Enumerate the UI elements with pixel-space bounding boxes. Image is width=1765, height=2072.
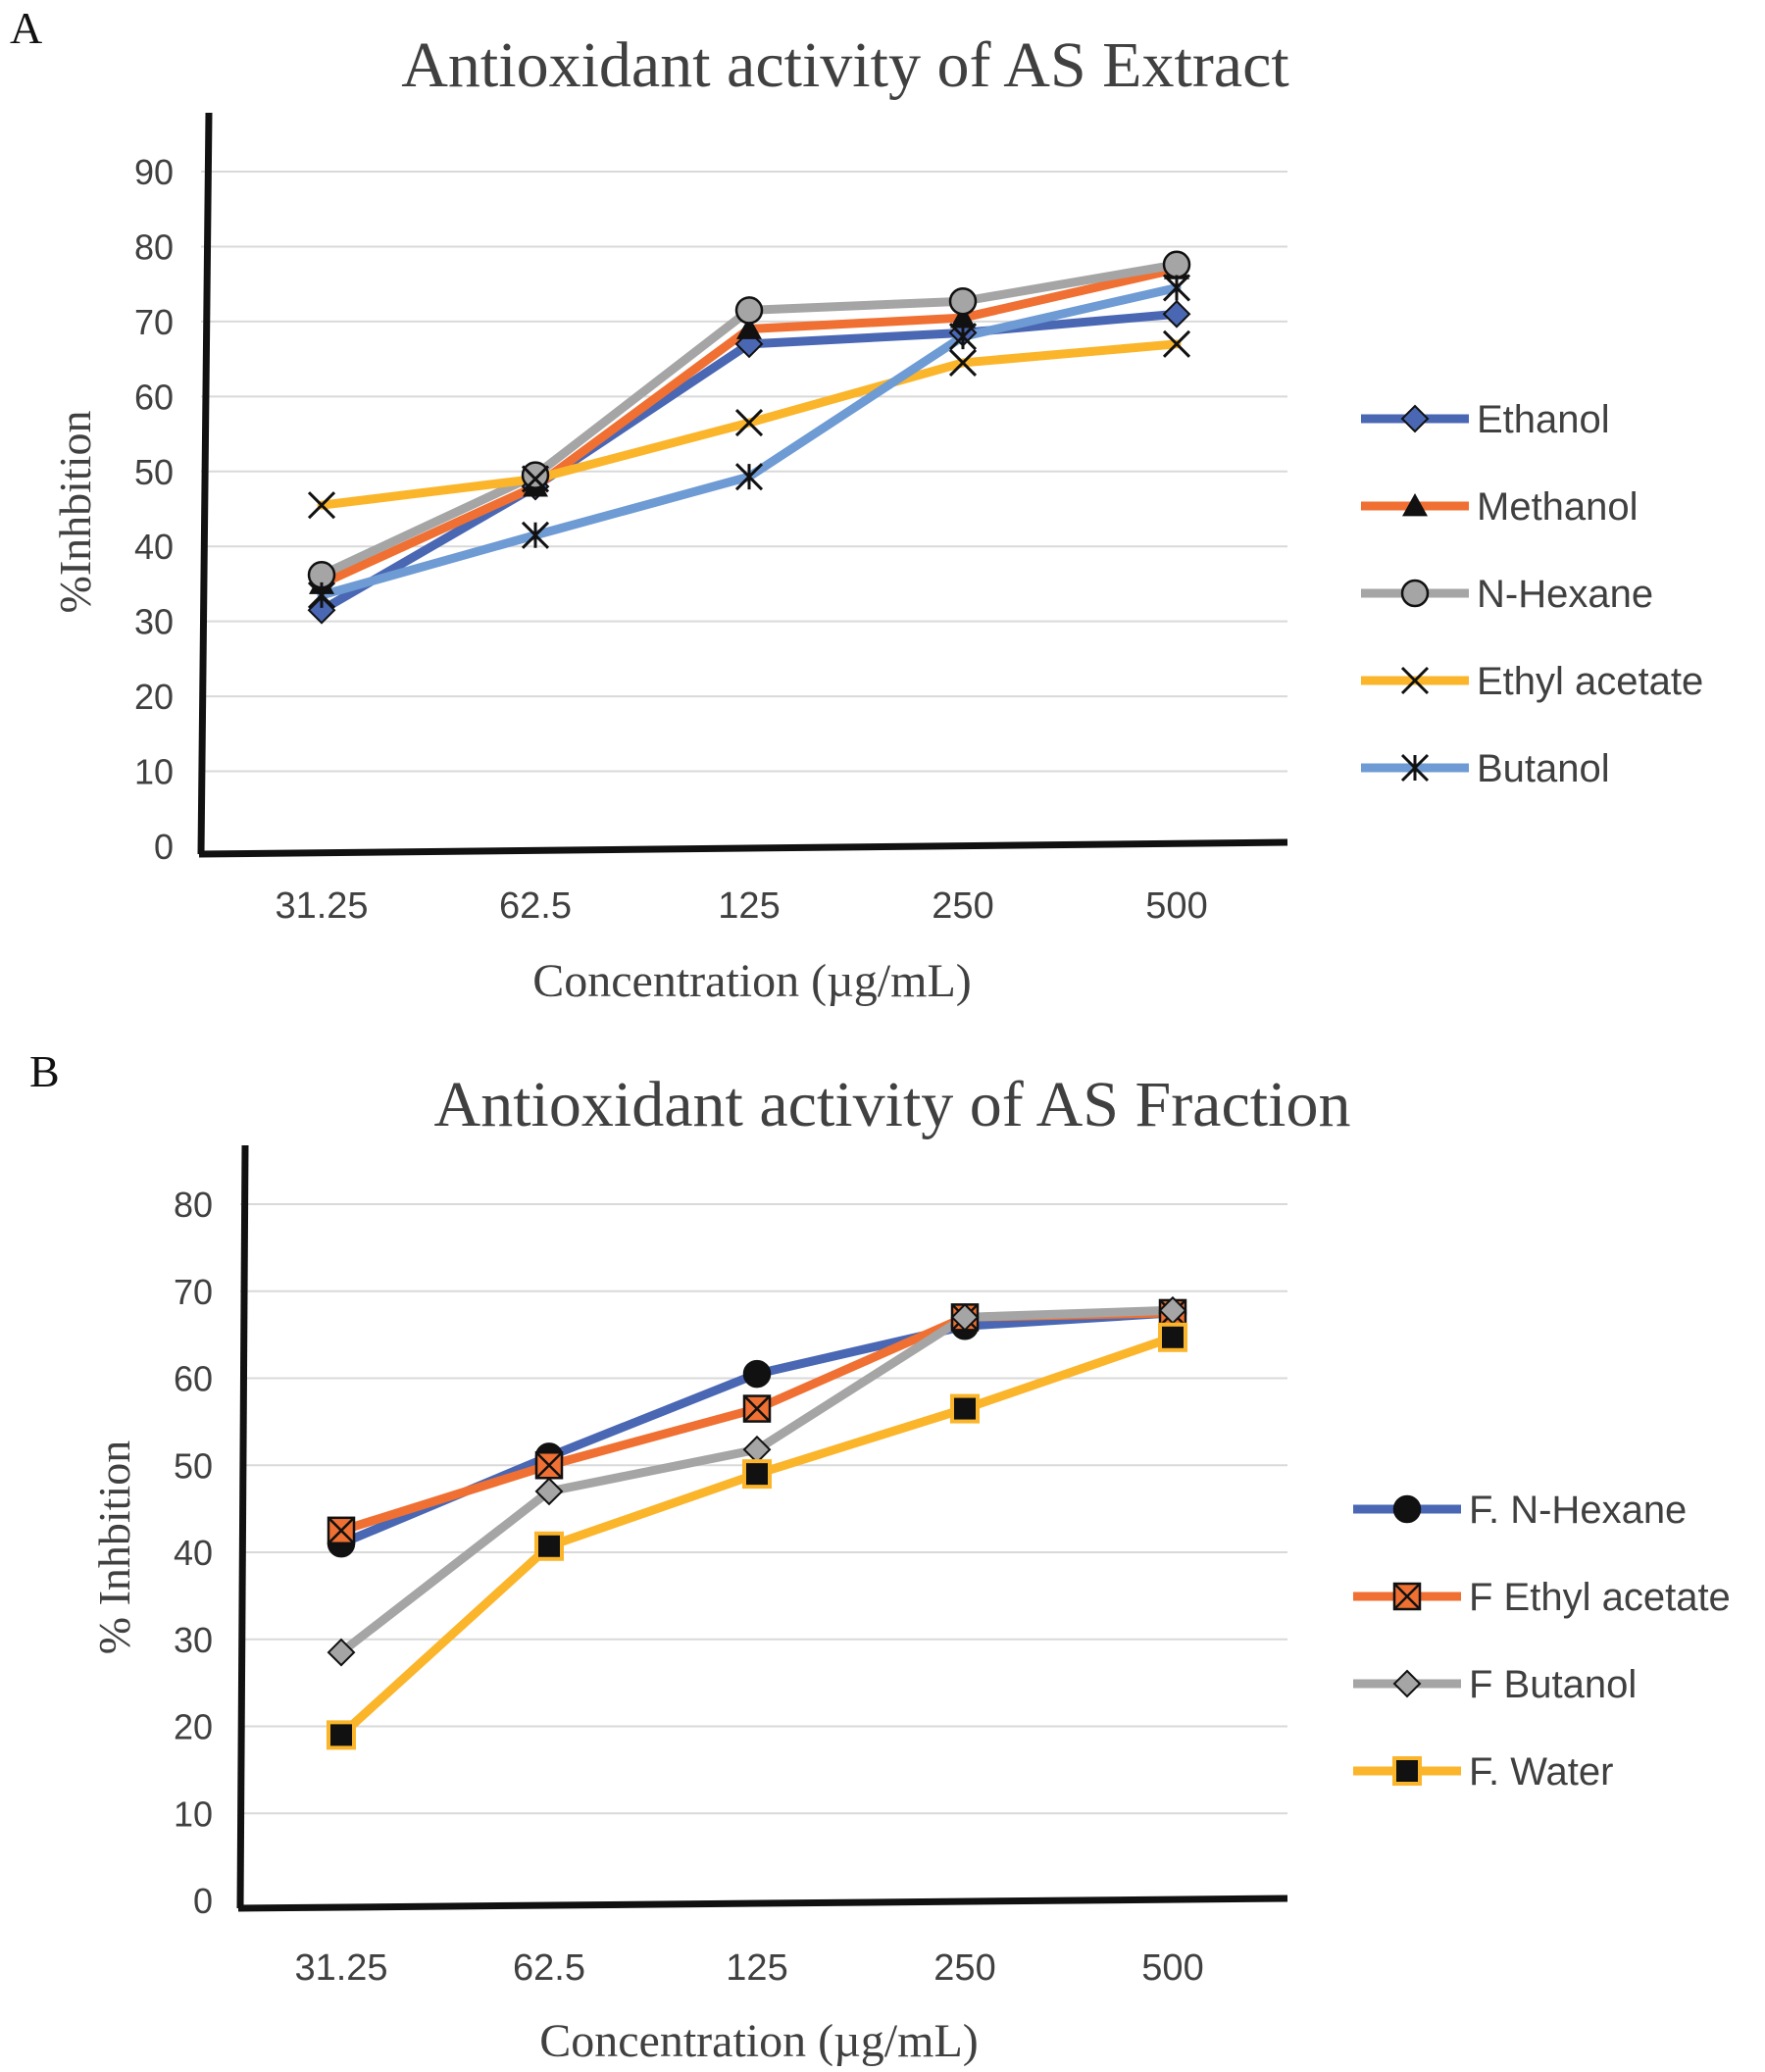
x-tick-label: 500: [1145, 885, 1207, 927]
x-tick-label: 250: [933, 1947, 995, 1989]
legend-marker-f-n-hexane: [1392, 1494, 1422, 1524]
y-axis: [236, 1144, 249, 1909]
data-point-n-hexane: [734, 296, 764, 325]
y-tick-label: 60: [134, 377, 174, 417]
y-tick-label: 30: [134, 602, 174, 642]
legend-label-n-hexane: N-Hexane: [1477, 573, 1653, 616]
data-point-ethyl-acetate: [521, 465, 550, 493]
data-point-ethanol: [307, 595, 336, 625]
y-tick-label: 10: [134, 752, 174, 792]
data-point-butanol: [521, 521, 550, 549]
data-point-ethyl-acetate: [948, 348, 978, 377]
y-tick-label: 40: [134, 527, 174, 567]
legend-label-f-butanol: F Butanol: [1469, 1663, 1637, 1706]
y-tick-label: 10: [174, 1794, 213, 1834]
legend-label-ethyl-acetate: Ethyl acetate: [1477, 660, 1703, 703]
y-tick-label: 0: [193, 1881, 213, 1921]
data-point-f-n-hexane: [742, 1359, 772, 1389]
data-point-f-ethyl-acetate: [327, 1516, 356, 1545]
y-tick-label: 40: [174, 1533, 213, 1573]
y-tick-label: 60: [174, 1359, 213, 1399]
y-tick-label: 50: [134, 452, 174, 492]
chart-a-ylabel: %Inhbition: [50, 411, 100, 614]
y-tick-label: 80: [174, 1185, 213, 1225]
x-tick-label: 125: [726, 1947, 787, 1989]
data-point-f-ethyl-acetate: [534, 1451, 564, 1480]
y-tick-label: 30: [174, 1620, 213, 1660]
data-point-f-water: [534, 1531, 564, 1561]
data-point-ethanol: [1162, 299, 1191, 328]
legend-label-f-water: F. Water: [1469, 1750, 1613, 1794]
data-point-ethyl-acetate: [307, 491, 336, 520]
legend-marker-ethanol: [1400, 404, 1430, 433]
y-tick-label: 20: [174, 1707, 213, 1747]
chart-a-xlabel: Concentration (µg/mL): [532, 955, 972, 1007]
data-point-butanol: [734, 463, 764, 491]
data-point-n-hexane: [948, 286, 978, 316]
y-axis: [197, 112, 213, 855]
chart-a-plot: 0 10 20 30 40 50 60 70 80 90 31.25 62.5 125 250 500 Eth…: [134, 112, 1703, 927]
x-axis: [237, 1895, 1288, 1912]
data-point-butanol: [307, 581, 336, 609]
legend-label-butanol: Butanol: [1477, 747, 1610, 790]
data-point-ethyl-acetate: [1162, 329, 1191, 358]
data-point-f-butanol: [534, 1477, 564, 1506]
y-tick-label: 20: [134, 677, 174, 717]
x-tick-label: 125: [718, 885, 780, 927]
data-point-f-ethyl-acetate: [742, 1394, 772, 1423]
legend-label-f-n-hexane: F. N-Hexane: [1469, 1489, 1687, 1532]
y-tick-label: 70: [134, 302, 174, 342]
data-point-methanol: [736, 316, 762, 339]
series-line-f-n-hexane: [336, 1308, 1178, 1548]
chart-a-title: Antioxidant activity of AS Extract: [401, 29, 1289, 101]
data-point-f-water: [742, 1459, 772, 1490]
data-point-n-hexane: [1162, 250, 1191, 279]
chart-b-title: Antioxidant activity of AS Fraction: [434, 1069, 1351, 1140]
legend-marker-n-hexane: [1400, 579, 1430, 608]
legend-label-f-ethyl-acetate: F Ethyl acetate: [1469, 1576, 1731, 1619]
data-point-f-butanol: [950, 1302, 980, 1332]
data-point-f-water: [1158, 1322, 1187, 1352]
x-tick-label: 62.5: [499, 885, 572, 927]
data-point-f-water: [950, 1393, 980, 1424]
legend-label-ethanol: Ethanol: [1477, 398, 1610, 441]
data-point-ethyl-acetate: [734, 409, 764, 437]
x-tick-label: 31.25: [275, 885, 368, 927]
legend-label-methanol: Methanol: [1477, 485, 1639, 529]
data-point-f-butanol: [327, 1638, 356, 1667]
legend-marker-methanol: [1402, 493, 1428, 517]
chart-b-ylabel: % Inhbition: [89, 1440, 139, 1654]
x-tick-label: 500: [1141, 1947, 1203, 1989]
legend-marker-f-ethyl-acetate: [1392, 1582, 1422, 1611]
panel-b-label: B: [29, 1046, 60, 1096]
x-tick-label: 31.25: [294, 1947, 387, 1989]
chart-b-plot: 0 10 20 30 40 50 60 70 80 31.25 62.5 125 250 500 F. N-…: [174, 1144, 1731, 1989]
legend-marker-f-butanol: [1392, 1669, 1422, 1698]
data-point-methanol: [950, 305, 976, 328]
x-tick-label: 250: [932, 885, 993, 927]
data-point-n-hexane: [521, 461, 550, 489]
y-tick-label: 0: [154, 827, 174, 867]
y-tick-label: 80: [134, 227, 174, 267]
y-tick-label: 50: [174, 1445, 213, 1486]
y-tick-label: 90: [134, 152, 174, 192]
legend-marker-f-water: [1392, 1756, 1422, 1786]
legend-marker-ethyl-acetate: [1400, 666, 1430, 695]
y-tick-label: 70: [174, 1272, 213, 1312]
data-point-butanol: [948, 323, 978, 351]
legend-marker-butanol: [1400, 753, 1430, 783]
data-point-f-water: [327, 1720, 356, 1750]
panel-a-label: A: [10, 3, 42, 53]
x-tick-label: 62.5: [513, 1947, 585, 1989]
data-point-butanol: [1162, 274, 1191, 302]
x-axis: [198, 838, 1288, 858]
chart-b-xlabel: Concentration (µg/mL): [539, 2015, 979, 2067]
